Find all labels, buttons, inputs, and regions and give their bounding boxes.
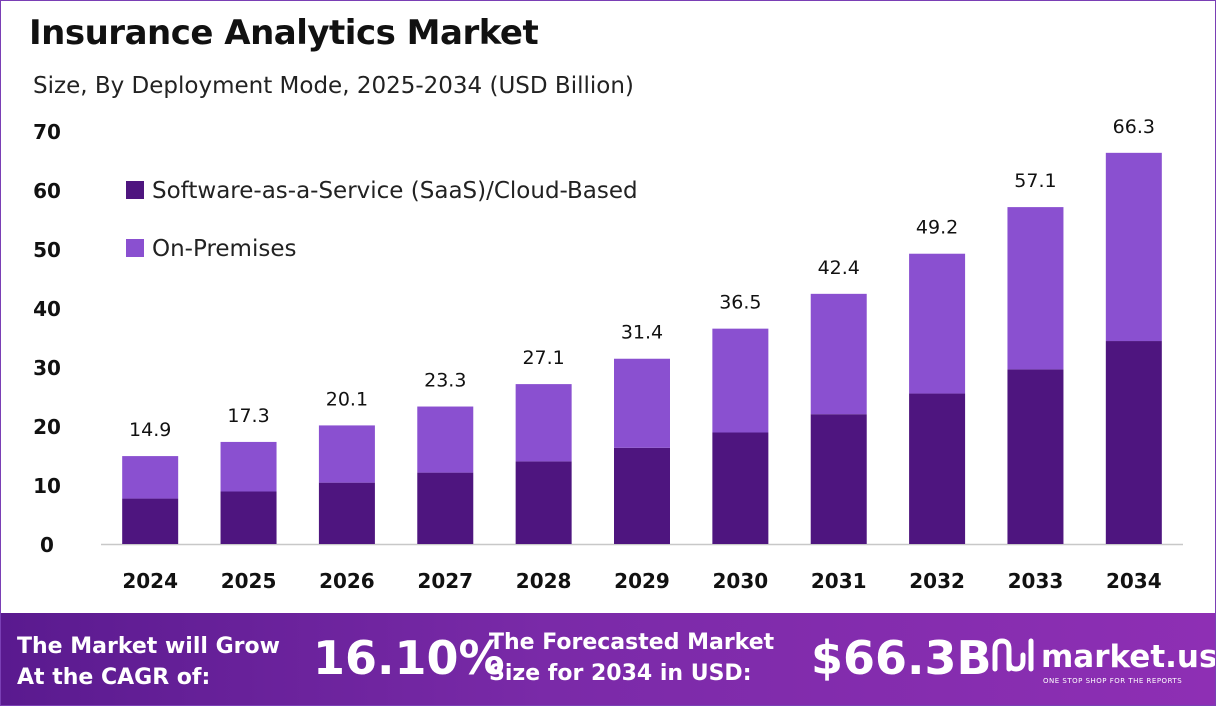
bar-saas (1105, 341, 1162, 544)
forecast-label-line2: Size for 2034 in USD: (489, 661, 752, 686)
bar-on-premises (515, 384, 572, 462)
bar-on-premises (1105, 152, 1162, 342)
bar-on-premises (909, 253, 966, 394)
bar-saas (220, 491, 277, 544)
bar-on-premises (1007, 207, 1064, 370)
footer-banner: The Market will Grow At the CAGR of: 16.… (1, 613, 1215, 705)
x-tick-label: 2025 (221, 569, 277, 593)
bar-total-label: 66.3 (1113, 116, 1155, 138)
x-tick-label: 2034 (1106, 569, 1162, 593)
forecast-label-line1: The Forecasted Market (489, 630, 775, 655)
x-tick-label: 2026 (319, 569, 375, 593)
legend-label-saas: Software-as-a-Service (SaaS)/Cloud-Based (152, 178, 638, 204)
bar-saas (909, 393, 966, 544)
bar-on-premises (122, 456, 179, 499)
y-tick-label: 30 (33, 356, 61, 380)
legend-swatch-saas (126, 181, 144, 199)
bar-total-label: 14.9 (129, 419, 171, 441)
bar-on-premises (318, 425, 375, 483)
forecast-value: $66.3B (811, 631, 992, 685)
chart-title: Insurance Analytics Market (29, 13, 539, 53)
cagr-label-line2: At the CAGR of: (17, 665, 211, 690)
legend-swatch-on-premises (126, 239, 144, 257)
y-tick-label: 40 (33, 297, 61, 321)
bar-saas (810, 414, 867, 544)
bar-total-label: 31.4 (621, 322, 663, 344)
bar-saas (1007, 369, 1064, 544)
bar-saas (515, 461, 572, 544)
cagr-label-line1: The Market will Grow (17, 634, 280, 659)
brand-name: market.us (1041, 639, 1216, 675)
brand-logo: market.us ONE STOP SHOP FOR THE REPORTS (991, 635, 1215, 695)
bar-total-label: 17.3 (227, 405, 269, 427)
bar-on-premises (417, 406, 474, 473)
bar-total-label: 57.1 (1014, 170, 1056, 192)
y-tick-label: 70 (33, 120, 61, 144)
x-tick-label: 2031 (811, 569, 867, 593)
y-tick-label: 20 (33, 415, 61, 439)
forecast-label: The Forecasted Market Size for 2034 in U… (489, 627, 774, 689)
y-tick-label: 0 (40, 533, 54, 557)
x-tick-label: 2032 (909, 569, 965, 593)
x-tick-label: 2027 (417, 569, 473, 593)
cagr-value: 16.10% (313, 631, 505, 685)
y-tick-label: 10 (33, 474, 61, 498)
brand-tagline: ONE STOP SHOP FOR THE REPORTS (1043, 677, 1183, 685)
bar-total-label: 36.5 (719, 292, 761, 314)
legend-label-on-premises: On-Premises (152, 236, 296, 262)
y-tick-label: 50 (33, 238, 61, 262)
x-tick-label: 2024 (122, 569, 178, 593)
x-tick-label: 2030 (713, 569, 769, 593)
bar-on-premises (712, 328, 769, 433)
bar-on-premises (614, 358, 670, 448)
x-tick-label: 2029 (614, 569, 670, 593)
y-tick-label: 60 (33, 179, 61, 203)
bar-saas (712, 432, 769, 544)
bar-on-premises (220, 441, 277, 492)
bar-total-label: 42.4 (818, 257, 860, 279)
bar-total-label: 27.1 (522, 347, 564, 369)
x-tick-label: 2033 (1008, 569, 1064, 593)
bar-chart: 01020304050607014.9202417.3202520.120262… (33, 116, 1183, 593)
bar-total-label: 23.3 (424, 370, 466, 392)
x-tick-label: 2028 (516, 569, 572, 593)
bar-on-premises (810, 293, 867, 415)
bar-total-label: 49.2 (916, 217, 958, 239)
bar-saas (318, 482, 375, 544)
chart-subtitle: Size, By Deployment Mode, 2025-2034 (USD… (33, 73, 634, 99)
cagr-label: The Market will Grow At the CAGR of: (17, 631, 280, 693)
bar-total-label: 20.1 (326, 388, 368, 410)
market-us-logo-icon (992, 638, 1034, 672)
bar-saas (122, 498, 179, 544)
bar-saas (614, 447, 670, 544)
bar-saas (417, 472, 474, 544)
